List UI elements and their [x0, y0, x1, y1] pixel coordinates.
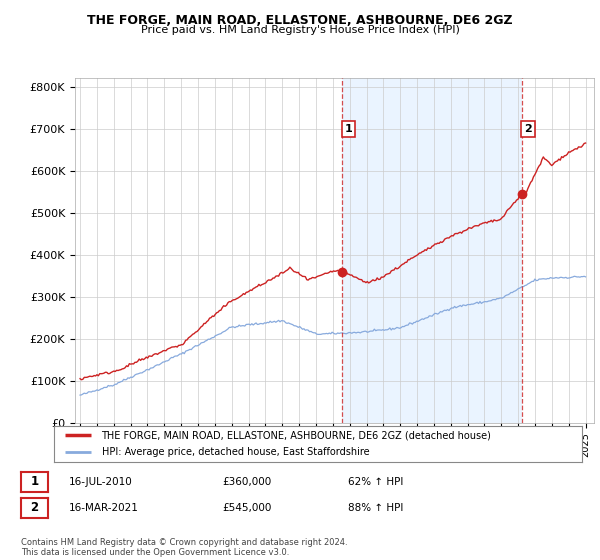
Text: THE FORGE, MAIN ROAD, ELLASTONE, ASHBOURNE, DE6 2GZ: THE FORGE, MAIN ROAD, ELLASTONE, ASHBOUR… — [87, 14, 513, 27]
Bar — [342, 78, 522, 423]
Text: 2: 2 — [31, 501, 38, 515]
Text: £360,000: £360,000 — [222, 477, 271, 487]
Text: 1: 1 — [344, 124, 352, 134]
Text: 88% ↑ HPI: 88% ↑ HPI — [348, 503, 403, 513]
Text: Contains HM Land Registry data © Crown copyright and database right 2024.
This d: Contains HM Land Registry data © Crown c… — [21, 538, 347, 557]
Text: HPI: Average price, detached house, East Staffordshire: HPI: Average price, detached house, East… — [101, 447, 369, 457]
Text: Price paid vs. HM Land Registry's House Price Index (HPI): Price paid vs. HM Land Registry's House … — [140, 25, 460, 35]
Text: 62% ↑ HPI: 62% ↑ HPI — [348, 477, 403, 487]
Text: 16-JUL-2010: 16-JUL-2010 — [69, 477, 133, 487]
Text: 1: 1 — [31, 475, 38, 488]
Text: 2: 2 — [524, 124, 532, 134]
Text: £545,000: £545,000 — [222, 503, 271, 513]
Text: 16-MAR-2021: 16-MAR-2021 — [69, 503, 139, 513]
Text: THE FORGE, MAIN ROAD, ELLASTONE, ASHBOURNE, DE6 2GZ (detached house): THE FORGE, MAIN ROAD, ELLASTONE, ASHBOUR… — [101, 431, 491, 440]
